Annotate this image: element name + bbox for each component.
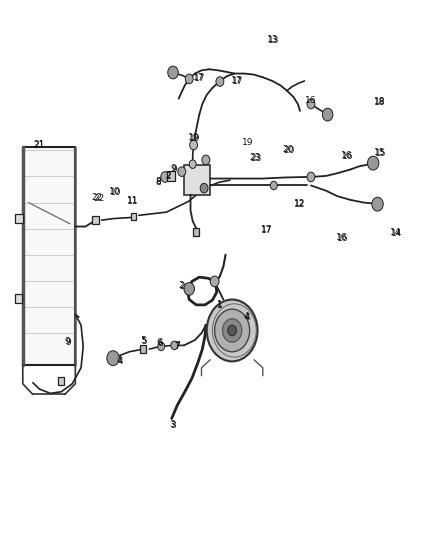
Text: 1: 1: [217, 301, 223, 309]
Text: 16: 16: [337, 235, 349, 243]
Text: 22: 22: [92, 193, 103, 202]
Circle shape: [171, 341, 178, 350]
Circle shape: [210, 276, 219, 287]
Text: 17: 17: [194, 75, 205, 83]
Circle shape: [223, 319, 242, 342]
Text: 16: 16: [342, 152, 353, 160]
Bar: [131, 213, 136, 220]
Text: 17: 17: [193, 74, 204, 82]
Text: 22: 22: [93, 195, 104, 203]
Circle shape: [215, 309, 250, 352]
Circle shape: [158, 342, 165, 351]
Circle shape: [372, 197, 383, 211]
Bar: [23, 147, 75, 365]
Text: 18: 18: [374, 97, 385, 106]
Text: 4: 4: [244, 312, 249, 320]
Text: 12: 12: [294, 200, 306, 208]
Text: 17: 17: [231, 76, 243, 85]
Text: 2: 2: [165, 172, 170, 180]
Text: 4: 4: [245, 313, 250, 321]
Text: 23: 23: [251, 155, 262, 163]
Circle shape: [185, 74, 193, 84]
Text: 8: 8: [155, 178, 162, 187]
Text: 4: 4: [117, 357, 123, 366]
Bar: [167, 171, 175, 181]
Text: 11: 11: [127, 196, 138, 205]
Text: 13: 13: [268, 36, 279, 45]
Text: 6: 6: [157, 340, 163, 348]
Text: 17: 17: [261, 225, 272, 234]
Text: 10: 10: [110, 188, 121, 196]
Circle shape: [216, 77, 224, 86]
Circle shape: [367, 156, 379, 170]
Text: 21: 21: [34, 141, 45, 149]
Text: 2: 2: [179, 282, 184, 291]
Circle shape: [202, 155, 210, 165]
Bar: [92, 216, 99, 224]
Text: 5: 5: [141, 337, 147, 345]
Text: 19: 19: [242, 139, 253, 147]
Text: 16: 16: [305, 96, 317, 104]
Circle shape: [190, 140, 198, 150]
Circle shape: [200, 183, 208, 193]
Bar: [184, 165, 210, 195]
Text: 12: 12: [293, 199, 305, 207]
Text: 20: 20: [283, 146, 294, 154]
Text: 3: 3: [169, 420, 175, 429]
Text: 19: 19: [189, 134, 201, 143]
Circle shape: [184, 282, 194, 295]
Bar: [193, 228, 199, 236]
Text: 16: 16: [341, 151, 352, 159]
Text: 23: 23: [250, 154, 261, 162]
Text: 8: 8: [155, 177, 162, 185]
Text: 11: 11: [127, 197, 138, 206]
Circle shape: [189, 160, 196, 168]
Text: 19: 19: [188, 133, 200, 142]
Text: 9: 9: [64, 337, 71, 346]
Text: 2: 2: [166, 173, 171, 181]
Bar: [58, 377, 64, 385]
Text: 21: 21: [34, 141, 45, 150]
Text: 6: 6: [156, 338, 162, 347]
Text: 16: 16: [336, 233, 348, 242]
Circle shape: [107, 351, 119, 366]
Text: 2: 2: [178, 281, 184, 290]
Bar: [140, 345, 146, 353]
Text: 7: 7: [174, 342, 180, 350]
Bar: [15, 214, 23, 223]
Circle shape: [307, 99, 315, 109]
Text: 14: 14: [391, 229, 402, 238]
Circle shape: [307, 172, 315, 182]
Circle shape: [228, 325, 237, 336]
Circle shape: [161, 172, 170, 182]
Text: 17: 17: [261, 227, 273, 235]
Text: 20: 20: [283, 147, 295, 155]
Text: 3: 3: [170, 421, 176, 430]
Text: 5: 5: [140, 336, 146, 344]
Text: 7: 7: [174, 343, 180, 351]
Bar: [15, 294, 22, 303]
Circle shape: [322, 108, 333, 121]
Text: 18: 18: [374, 98, 386, 107]
Text: 4: 4: [117, 356, 122, 365]
Text: 14: 14: [390, 228, 401, 237]
Text: 15: 15: [374, 148, 386, 157]
Text: 17: 17: [232, 77, 244, 86]
Text: 10: 10: [110, 189, 122, 197]
Text: 9: 9: [170, 164, 177, 173]
Circle shape: [270, 181, 277, 190]
Text: 9: 9: [171, 165, 177, 174]
Text: 15: 15: [375, 149, 387, 158]
Circle shape: [178, 167, 186, 176]
Text: 1: 1: [217, 302, 223, 310]
Circle shape: [207, 300, 258, 361]
Text: 9: 9: [65, 338, 71, 347]
Text: 13: 13: [267, 35, 279, 44]
Circle shape: [168, 66, 178, 79]
